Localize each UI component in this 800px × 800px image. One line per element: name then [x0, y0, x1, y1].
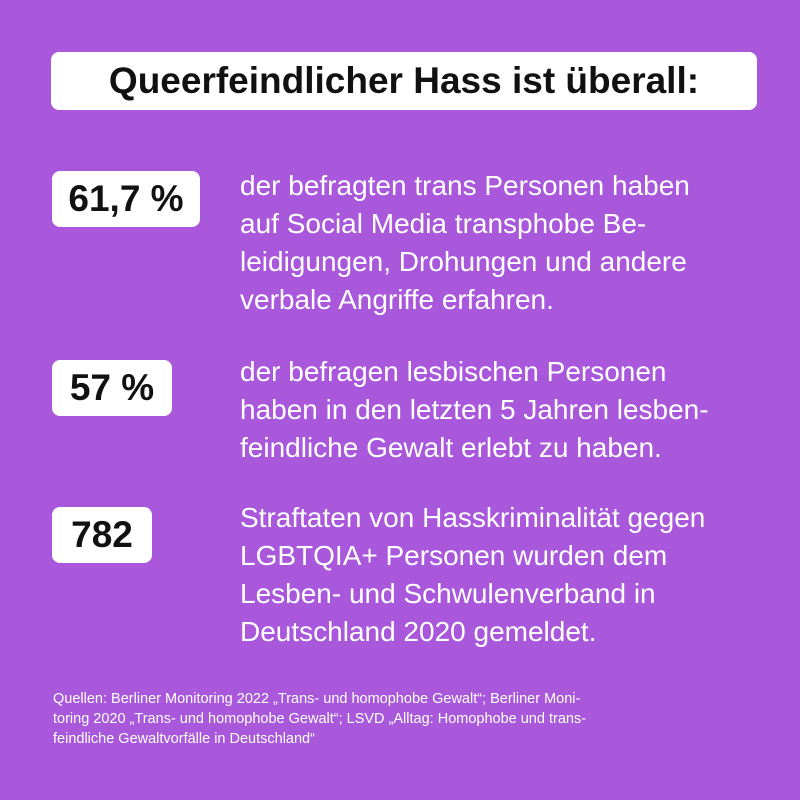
sources-line: toring 2020 „Trans- und homophobe Gewalt… [53, 711, 587, 727]
stat-value-2: 57 % [69, 367, 155, 408]
sources-note: Quellen: Berliner Monitoring 2022 „Trans… [53, 689, 753, 749]
sources-line: Quellen: Berliner Monitoring 2022 „Trans… [53, 691, 581, 707]
sources-line: feindliche Gewaltvorfälle in Deutschland… [53, 731, 315, 747]
stat-description-line: Lesben- und Schwulenverband in [240, 578, 656, 609]
stat-description-line: Straftaten von Hasskriminalität gegen [240, 502, 706, 533]
stat-description-line: auf Social Media transphobe Be- [240, 208, 647, 239]
page-title: Queerfeindlicher Hass ist überall: [108, 60, 700, 101]
stat-description-line: verbale Angriffe erfahren. [240, 284, 554, 315]
stat-badge-1: 61,7 % [52, 171, 200, 227]
stat-description-line: feindliche Gewalt erlebt zu haben. [240, 432, 662, 463]
stat-description-line: haben in den letzten 5 Jahren lesben- [240, 394, 709, 425]
title-box: Queerfeindlicher Hass ist überall: [51, 52, 757, 110]
stat-badge-2: 57 % [52, 360, 172, 416]
stat-value-3: 782 [71, 514, 133, 555]
stat-description-line: der befragen lesbischen Personen [240, 356, 667, 387]
stat-description-line: leidigungen, Drohungen und andere [240, 246, 687, 277]
stat-value-1: 61,7 % [68, 178, 184, 219]
stat-description-line: der befragten trans Personen haben [240, 170, 690, 201]
stat-description-line: LGBTQIA+ Personen wurden dem [240, 540, 668, 571]
stat-description-1: der befragten trans Personen haben auf S… [240, 167, 770, 319]
stat-description-3: Straftaten von Hasskriminalität gegen LG… [240, 499, 770, 651]
stat-badge-3: 782 [52, 507, 152, 563]
stat-description-line: Deutschland 2020 gemeldet. [240, 616, 597, 647]
stat-description-2: der befragen lesbischen Personen haben i… [240, 353, 770, 467]
